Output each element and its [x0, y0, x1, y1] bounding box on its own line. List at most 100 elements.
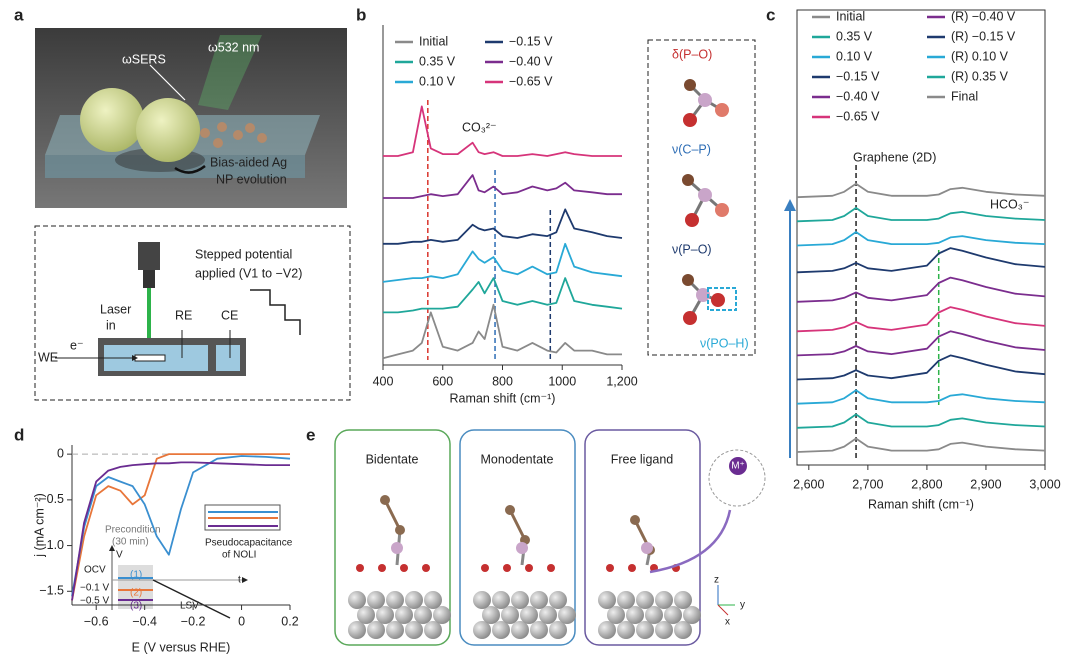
legend-label: (R) 0.10 V	[951, 49, 1009, 63]
atom	[395, 606, 413, 624]
atom	[376, 606, 394, 624]
box-title: Monodentate	[481, 452, 554, 466]
label: ωSERS	[122, 52, 166, 66]
x-tick-label: 600	[432, 374, 453, 388]
atom	[395, 525, 405, 535]
x-tick-label: 400	[373, 374, 394, 388]
atom	[380, 495, 390, 505]
atom	[598, 591, 616, 609]
atom	[606, 564, 614, 572]
atom	[636, 591, 654, 609]
atom	[378, 564, 386, 572]
label: Laser	[100, 302, 131, 316]
atom	[501, 606, 519, 624]
label: NP evolution	[216, 172, 287, 186]
atom	[530, 591, 548, 609]
legend-label: −0.15 V	[836, 69, 880, 83]
label: −0.1 V	[80, 583, 110, 594]
x-tick-label: −0.4	[132, 614, 157, 628]
label: (2)	[130, 588, 142, 599]
atom	[547, 564, 555, 572]
atom	[617, 591, 635, 609]
label: −0.5 V	[80, 596, 110, 607]
label: Bias-aided Ag	[210, 155, 287, 169]
atom	[525, 564, 533, 572]
series-line	[71, 461, 290, 601]
panel-label: b	[356, 5, 366, 24]
axis-label: y	[740, 600, 745, 611]
label: (30 min)	[112, 537, 149, 548]
series-line	[383, 208, 623, 245]
atom	[674, 591, 692, 609]
atom	[674, 621, 692, 639]
legend-label: Initial	[836, 9, 865, 23]
atom	[422, 564, 430, 572]
x-tick-label: 1,200	[606, 374, 637, 388]
label: ω532 nm	[208, 40, 259, 54]
legend-label: (R) −0.40 V	[951, 9, 1016, 23]
legend-label: (R) 0.35 V	[951, 69, 1009, 83]
axis-label: z	[714, 575, 719, 586]
atom	[645, 606, 663, 624]
series-line	[796, 276, 1046, 303]
atom	[516, 542, 528, 554]
panel-label: a	[14, 5, 24, 24]
legend-label: 0.35 V	[419, 54, 456, 68]
atom	[473, 621, 491, 639]
panel-label: e	[306, 425, 315, 444]
legend-label: −0.40 V	[509, 54, 553, 68]
series-line	[796, 231, 1046, 247]
atom	[539, 606, 557, 624]
x-tick-label: −0.6	[84, 614, 109, 628]
panel-label: c	[766, 5, 775, 24]
series-line	[71, 453, 290, 601]
atom	[664, 606, 682, 624]
label: ν(PO–H)	[700, 336, 749, 350]
series-line	[796, 247, 1046, 274]
label: applied (V1 to −V2)	[195, 266, 302, 280]
label: WE	[38, 350, 58, 364]
atom	[503, 564, 511, 572]
panel-label: d	[14, 425, 24, 444]
series-line	[383, 174, 622, 199]
x-tick-label: 800	[492, 374, 513, 388]
label: Precondition	[105, 525, 161, 536]
bond	[508, 509, 527, 541]
series-line	[71, 455, 291, 597]
label: V	[116, 550, 123, 561]
x-axis-title: E (V versus RHE)	[132, 640, 231, 654]
atom	[558, 606, 576, 624]
legend-label: 0.35 V	[836, 29, 873, 43]
label: CE	[221, 308, 238, 322]
series-line	[382, 242, 623, 283]
atom	[641, 542, 653, 554]
series-line	[796, 389, 1046, 405]
atom	[655, 591, 673, 609]
x-tick-label: 2,800	[911, 477, 942, 491]
atom	[549, 591, 567, 609]
atom	[617, 621, 635, 639]
ion-label: M⁺	[731, 461, 745, 472]
atom	[391, 542, 403, 554]
series-line	[383, 277, 623, 314]
legend-label: Initial	[419, 34, 448, 48]
atom	[505, 505, 515, 515]
annotation: HCO₃⁻	[990, 197, 1029, 211]
atom	[607, 606, 625, 624]
label: Pseudocapacitance	[205, 538, 293, 549]
label: RE	[175, 308, 192, 322]
label: (3)	[130, 601, 142, 612]
atom	[626, 606, 644, 624]
atom	[530, 621, 548, 639]
atom	[433, 606, 451, 624]
atom	[367, 621, 385, 639]
atom	[348, 591, 366, 609]
label: Stepped potential	[195, 247, 292, 261]
atom	[492, 621, 510, 639]
series-line	[796, 182, 1046, 199]
legend-label: Final	[951, 89, 978, 103]
box-title: Bidentate	[366, 452, 419, 466]
series-line	[383, 105, 622, 157]
atom	[386, 591, 404, 609]
